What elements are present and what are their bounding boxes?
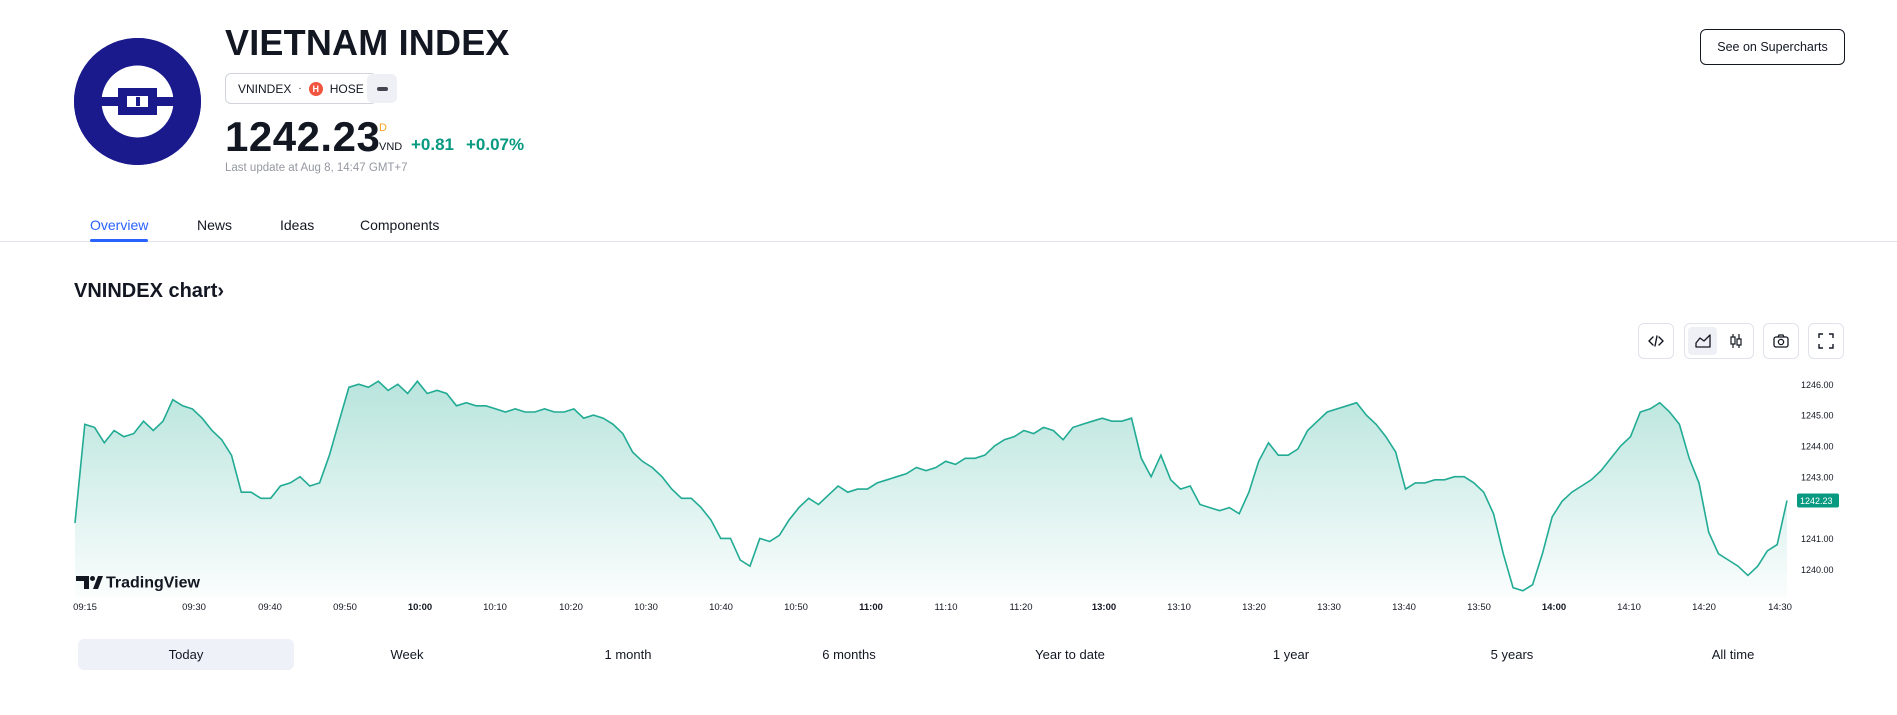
x-tick-label: 13:00 [1092,602,1116,613]
x-tick-label: 14:20 [1692,602,1716,613]
exchange-flag-icon: H [308,81,323,96]
range-all-time[interactable]: All time [1711,647,1755,662]
x-tick-label: 10:50 [784,602,808,613]
price-change-percent: +0.07% [466,135,525,154]
range-1-year[interactable]: 1 year [1272,647,1310,662]
minus-icon [376,86,388,91]
chart-style-toggle [1684,323,1754,359]
x-tick-label: 09:30 [182,602,206,613]
x-tick-label: 10:20 [559,602,583,613]
tradingview-watermark: TradingView [76,575,201,592]
range-1-month[interactable]: 1 month [604,647,652,662]
x-tick-label: 11:20 [1009,602,1032,613]
separator-dot: · [298,83,302,94]
x-tick-label: 13:30 [1317,602,1341,613]
snapshot-button[interactable] [1763,323,1799,359]
x-tick-label: 14:10 [1617,602,1641,613]
range-selector: Today Week 1 month 6 months Year to date… [78,639,1844,670]
tab-components[interactable]: Components [360,217,440,233]
last-update-text: Last update at Aug 8, 14:47 GMT+7 [225,162,408,174]
tradingview-brand-text: TradingView [106,575,201,592]
candles-chart-button[interactable] [1721,327,1750,355]
x-tick-label: 11:00 [859,602,883,613]
x-tick-label: 10:30 [634,602,658,613]
tab-news[interactable]: News [197,217,233,233]
area-chart-icon [1694,334,1711,348]
fullscreen-icon [1818,333,1834,349]
price-flag: D [379,122,387,134]
price-currency: VND [379,141,403,153]
fullscreen-button[interactable] [1808,323,1844,359]
last-price-badge-label: 1242.23 [1800,496,1833,506]
price-change: +0.81 [411,135,455,154]
price-chart: 1246.00 1245.00 1244.00 1243.00 1241.00 1240.… [73,379,1839,613]
x-tick-label: 13:40 [1392,602,1416,613]
range-year-to-date[interactable]: Year to date [1035,647,1105,662]
chart-heading-link[interactable]: VNINDEX chart› [74,280,224,303]
price-series-line [74,379,1788,592]
x-tick-label: 10:10 [483,602,507,613]
x-tick-label: 13:50 [1467,602,1491,613]
chevron-right-icon: › [217,280,225,302]
chart-heading-text: VNINDEX chart [74,280,218,302]
camera-icon [1773,334,1789,348]
x-tick-label: 10:00 [408,602,432,613]
page-title: VIETNAM INDEX [225,22,510,63]
x-tick-label: 09:50 [333,602,357,613]
area-chart-button[interactable] [1688,327,1717,355]
x-tick-label: 14:30 [1768,602,1792,613]
x-tick-label: 14:00 [1542,602,1566,613]
x-tick-label: 11:10 [934,602,957,613]
y-tick-label: 1246.00 [1801,380,1834,390]
x-tick-label: 13:20 [1242,602,1266,613]
vnindex-logo [74,38,201,165]
exchange-label: HOSE [329,81,364,96]
more-options-button[interactable] [367,74,397,103]
x-tick-label: 10:40 [709,602,733,613]
tab-bar: Overview News Ideas Components [0,205,1897,242]
x-tick-label: 09:15 [73,602,97,613]
price-area-fill [75,381,1787,597]
y-tick-label: 1244.00 [1801,441,1834,451]
tab-ideas[interactable]: Ideas [280,217,315,233]
range-5-years[interactable]: 5 years [1490,647,1534,662]
y-tick-label: 1245.00 [1801,411,1834,421]
see-on-supercharts-button[interactable]: See on Supercharts [1700,29,1845,65]
price-value: 1242.23 [225,113,381,160]
x-tick-label: 09:40 [258,602,282,613]
range-6-months[interactable]: 6 months [822,647,876,662]
range-week[interactable]: Week [390,647,424,662]
tab-overview[interactable]: Overview [90,217,149,242]
y-tick-label: 1241.00 [1801,534,1834,544]
y-tick-label: 1243.00 [1801,472,1834,482]
range-today[interactable]: Today [78,639,294,670]
symbol-label: VNINDEX [238,81,292,96]
symbol-exchange-pill[interactable]: VNINDEX · H HOSE [225,73,377,104]
y-tick-label: 1240.00 [1801,565,1834,575]
last-price-badge [1797,493,1839,508]
x-tick-label: 13:10 [1167,602,1191,613]
embed-code-icon [1648,335,1664,347]
embed-code-button[interactable] [1638,323,1674,359]
candles-icon [1729,334,1742,348]
